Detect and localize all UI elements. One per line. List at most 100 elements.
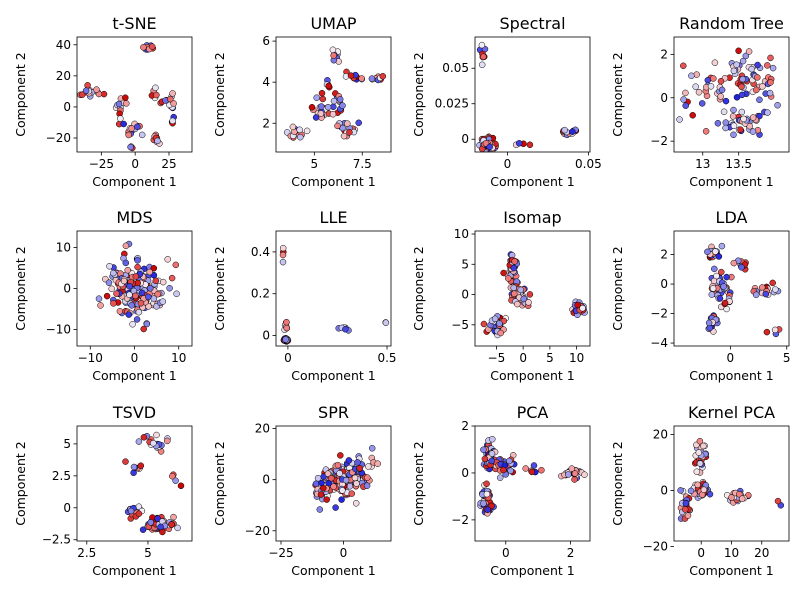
y-tick-label: 5	[63, 437, 71, 451]
y-tick-label: 0	[63, 100, 71, 114]
scatter-point	[682, 89, 689, 97]
scatter-point	[738, 108, 746, 116]
y-tick-label: 2.5	[52, 469, 71, 483]
scatter-point	[148, 43, 156, 50]
scatter-point	[488, 450, 496, 457]
x-axis-label: Component 1	[291, 174, 376, 189]
x-tick-label: 5	[311, 157, 319, 171]
scatter-point	[337, 452, 344, 459]
scatter-point	[172, 261, 180, 269]
scatter-point	[696, 437, 704, 445]
scatter-point	[117, 115, 124, 122]
scatter-point	[336, 96, 344, 103]
scatter-point	[528, 468, 536, 476]
scatter-point	[714, 120, 722, 127]
axes-frame	[474, 425, 591, 542]
scatter-point	[363, 482, 371, 489]
y-tick-label: 0	[461, 466, 469, 480]
chart-title: Spectral	[499, 14, 565, 33]
scatter-point	[135, 308, 143, 316]
x-axis-label: Component 1	[490, 174, 575, 189]
scatter-point	[526, 291, 534, 298]
y-tick-label: 20	[653, 427, 668, 441]
scatter-point	[177, 482, 185, 490]
scatter-point	[124, 266, 131, 274]
scatter-point	[154, 137, 161, 145]
y-tick-label: 0	[63, 282, 71, 296]
x-axis-label: Component 1	[92, 563, 177, 578]
subplot-pca: 0 2 −2 0 2 PCA Component 1 Component 2	[411, 403, 591, 578]
scatter-point	[711, 59, 719, 66]
y-tick-label: −2	[650, 134, 668, 148]
scatter-point	[154, 515, 161, 522]
y-axis-label: Component 2	[610, 52, 625, 137]
scatter-point	[334, 461, 342, 469]
scatter-point	[496, 474, 504, 481]
y-tick-label: 0	[660, 91, 668, 105]
scatter-point	[78, 91, 86, 98]
scatter-point	[145, 293, 152, 301]
scatter-point	[150, 439, 157, 447]
scatter-point	[740, 115, 747, 123]
subplot-spectral: 0 0.05 0 0.025 0.05 Spectral Component 1 Compon…	[411, 14, 602, 189]
scatter-point	[729, 113, 737, 120]
scatter-point	[698, 100, 706, 107]
subplot-umap: 5 7.5 2 4 6 UMAP Component 1 Component 2	[212, 14, 392, 189]
scatter-point	[568, 465, 576, 472]
scatter-point	[345, 457, 353, 464]
scatter-point	[317, 491, 325, 498]
y-tick-label: −2	[451, 513, 469, 527]
scatter-point	[681, 506, 689, 513]
scatter-point	[491, 315, 499, 323]
scatter-point	[127, 507, 135, 515]
scatter-point	[730, 106, 737, 114]
y-axis-label: Component 2	[411, 441, 426, 526]
scatter-point	[297, 133, 304, 141]
scatter-point	[481, 455, 489, 463]
x-tick-label: 0	[284, 351, 292, 365]
chart-title: PCA	[517, 403, 549, 422]
x-tick-label: 0	[131, 351, 139, 365]
y-tick-label: −2	[650, 307, 668, 321]
subplot-lda: 0 5 −4 −2 0 2 LDA Component 1 Component 2	[610, 208, 791, 383]
scatter-point	[320, 484, 327, 492]
y-tick-label: 10	[454, 227, 469, 241]
x-tick-label: 5	[783, 351, 791, 365]
scatter-point	[279, 258, 287, 266]
scatter-point	[134, 123, 141, 131]
scatter-point	[334, 122, 341, 130]
scatter-point	[339, 487, 346, 494]
scatter-point	[364, 474, 371, 481]
scatter-point	[168, 521, 175, 528]
y-axis-label: Component 2	[610, 441, 625, 526]
y-tick-label: 0	[63, 501, 71, 515]
scatter-point	[754, 74, 761, 81]
scatter-point	[135, 510, 143, 517]
y-axis-label: Component 2	[13, 52, 28, 137]
y-tick-label: −4	[650, 336, 668, 350]
scatter-point	[137, 462, 145, 469]
scatter-point	[282, 336, 289, 343]
x-axis-label: Component 1	[490, 563, 575, 578]
y-tick-label: 10	[56, 240, 71, 254]
axes-frame	[474, 36, 591, 153]
y-tick-label: −5	[451, 318, 469, 332]
scatter-point	[174, 524, 181, 532]
scatter-point	[126, 282, 133, 290]
scatter-point	[733, 61, 740, 68]
chart-title: LLE	[320, 208, 348, 227]
scatter-point	[126, 291, 133, 299]
scatter-point	[511, 290, 518, 297]
scatter-point	[113, 290, 120, 297]
y-tick-label: 2	[461, 419, 469, 433]
scatter-point	[308, 104, 316, 111]
scatter-point	[525, 299, 532, 306]
x-tick-label: 2	[567, 546, 575, 560]
scatter-point	[717, 93, 724, 100]
subplot-tsvd: 2.5 5 −2.5 0 2.5 5 TSVD Component 1 Component 2	[13, 403, 193, 578]
y-axis-label: Component 2	[212, 52, 227, 137]
scatter-point	[318, 103, 325, 110]
x-axis-label: Component 1	[689, 368, 774, 383]
scatter-point	[677, 487, 684, 494]
scatter-point	[723, 273, 730, 281]
